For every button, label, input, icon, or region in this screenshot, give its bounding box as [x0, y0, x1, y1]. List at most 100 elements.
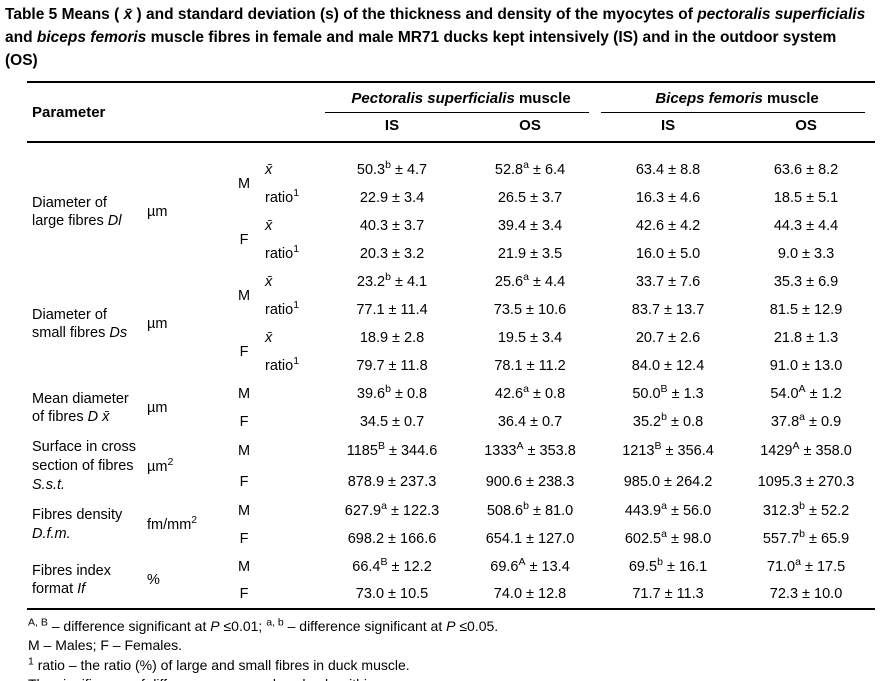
- value-cell: 25.6a ± 4.4: [494, 271, 566, 291]
- parameter-cell: Surface in cross section of fibres S.s.t…: [32, 439, 136, 494]
- sex-cell: M: [237, 502, 251, 519]
- value-cell: 39.4 ± 3.4: [497, 218, 563, 235]
- stat-cell: ratio1: [265, 355, 300, 375]
- unit-cell: µm: [147, 400, 168, 417]
- sex-cell: F: [239, 344, 249, 361]
- footnote-ratio-definition: 1 ratio – the ratio (%) of large and sma…: [28, 655, 410, 673]
- table-row: ratio1 79.7 ± 11.8 78.1 ± 11.2 84.0 ± 12.4 9…: [27, 352, 875, 380]
- stat-cell: [261, 408, 323, 436]
- stat-cell: [261, 581, 323, 609]
- footnotes: A, B – difference significant at P ≤0.01…: [28, 617, 872, 681]
- value-cell: 33.7 ± 7.6: [635, 274, 701, 291]
- stat-cell: x̄: [265, 274, 273, 291]
- value-cell: 627.9a ± 122.3: [344, 500, 440, 519]
- value-cell: 39.6b ± 0.8: [356, 383, 428, 403]
- sex-cell: F: [239, 414, 249, 431]
- value-cell: 35.3 ± 6.9: [773, 274, 839, 291]
- value-cell: 74.0 ± 12.8: [493, 586, 567, 603]
- table-row: Fibres index format If% M 66.4B ± 12.2 69.6…: [27, 553, 875, 598]
- stat-cell: [261, 380, 323, 408]
- value-cell: 557.7b ± 65.9: [762, 528, 850, 547]
- footnote-significance-levels: A, B – difference significant at P ≤0.01…: [28, 616, 499, 634]
- unit-cell: fm/mm2: [147, 514, 198, 533]
- value-cell: 73.5 ± 10.6: [493, 302, 567, 319]
- table-row: ratio1 22.9 ± 3.4 26.5 ± 3.7 16.3 ± 4.6 18.5…: [27, 184, 875, 212]
- sex-cell: M: [237, 443, 251, 460]
- sex-cell: F: [239, 232, 249, 249]
- header-row-groups: Parameter Pectoralis superficialis muscl…: [27, 82, 875, 144]
- value-cell: 50.3b ± 4.7: [356, 159, 428, 179]
- value-cell: 78.1 ± 11.2: [494, 358, 566, 375]
- stat-cell: ratio1: [265, 299, 300, 319]
- value-cell: 79.7 ± 11.8: [356, 358, 428, 375]
- results-table: Parameter Pectoralis superficialis muscl…: [27, 81, 876, 610]
- value-cell: 23.2b ± 4.1: [356, 271, 428, 291]
- value-cell: 985.0 ± 264.2: [623, 473, 713, 490]
- col-header-parameter: Parameter: [27, 82, 228, 144]
- sex-cell: M: [237, 558, 251, 575]
- value-cell: 19.5 ± 3.4: [497, 330, 563, 347]
- sex-cell: M: [237, 386, 251, 403]
- footnote-sex-abbreviations: M – Males; F – Females.: [28, 637, 183, 654]
- value-cell: 42.6 ± 4.2: [635, 218, 701, 235]
- value-cell: 81.5 ± 12.9: [769, 302, 843, 319]
- stat-cell: ratio1: [265, 243, 300, 263]
- col-header-bf-os: OS: [737, 113, 876, 144]
- value-cell: 52.8a ± 6.4: [494, 159, 566, 179]
- value-cell: 36.4 ± 0.7: [497, 414, 563, 431]
- col-group-pectoralis: Pectoralis superficialis muscle: [323, 82, 599, 113]
- stat-cell: [261, 497, 323, 525]
- unit-cell: %: [147, 572, 160, 589]
- stat-cell: [261, 467, 323, 497]
- value-cell: 63.4 ± 8.8: [635, 162, 701, 179]
- stat-cell: x̄: [265, 162, 273, 179]
- table-caption: Table 5 Means ( x̄ ) and standard deviat…: [5, 6, 866, 69]
- value-cell: 73.0 ± 10.5: [355, 586, 429, 603]
- value-cell: 16.0 ± 5.0: [635, 246, 701, 263]
- col-header-ps-os: OS: [461, 113, 600, 144]
- value-cell: 37.8a ± 0.9: [770, 411, 842, 431]
- value-cell: 44.3 ± 4.4: [773, 218, 839, 235]
- value-cell: 21.9 ± 3.5: [497, 246, 563, 263]
- sex-cell: F: [239, 473, 249, 490]
- value-cell: 69.5b ± 16.1: [628, 556, 708, 575]
- value-cell: 878.9 ± 237.3: [347, 473, 437, 490]
- stat-cell: [261, 553, 323, 581]
- stat-cell: ratio1: [265, 187, 300, 207]
- value-cell: 1429A ± 358.0: [760, 440, 852, 460]
- value-cell: 50.0B ± 1.3: [632, 383, 704, 403]
- unit-cell: µm2: [147, 455, 174, 475]
- value-cell: 42.6a ± 0.8: [494, 383, 566, 403]
- value-cell: 18.5 ± 5.1: [773, 190, 839, 207]
- sex-cell: M: [237, 288, 251, 305]
- table-row: Mean diameter of fibres D x̄ µm M 39.6b ± 0…: [27, 380, 875, 425]
- sex-cell: M: [237, 176, 251, 193]
- value-cell: 312.3b ± 52.2: [762, 500, 850, 519]
- value-cell: 21.8 ± 1.3: [773, 330, 839, 347]
- value-cell: 84.0 ± 12.4: [631, 358, 705, 375]
- table-row: ratio1 20.3 ± 3.2 21.9 ± 3.5 16.0 ± 5.0 9.0 …: [27, 240, 875, 268]
- value-cell: 1213B ± 356.4: [622, 440, 714, 460]
- value-cell: 20.7 ± 2.6: [635, 330, 701, 347]
- value-cell: 443.9a ± 56.0: [624, 500, 712, 519]
- value-cell: 602.5a ± 98.0: [624, 528, 712, 547]
- value-cell: 20.3 ± 3.2: [359, 246, 425, 263]
- col-group-biceps: Biceps femoris muscle: [599, 82, 875, 113]
- value-cell: 1095.3 ± 270.3: [757, 473, 855, 490]
- table-row: ratio1 77.1 ± 11.4 73.5 ± 10.6 83.7 ± 13.7 8…: [27, 296, 875, 324]
- sex-cell: F: [239, 530, 249, 547]
- value-cell: 83.7 ± 13.7: [631, 302, 705, 319]
- value-cell: 63.6 ± 8.2: [773, 162, 839, 179]
- table-header: Parameter Pectoralis superficialis muscl…: [27, 82, 876, 144]
- value-cell: 66.4B ± 12.2: [352, 556, 432, 575]
- value-cell: 71.0a ± 17.5: [766, 556, 846, 575]
- value-cell: 77.1 ± 11.4: [356, 302, 428, 319]
- parameter-cell: Fibres density D.f.m.: [32, 507, 123, 542]
- value-cell: 900.6 ± 238.3: [485, 473, 575, 490]
- col-header-blank: [227, 82, 324, 144]
